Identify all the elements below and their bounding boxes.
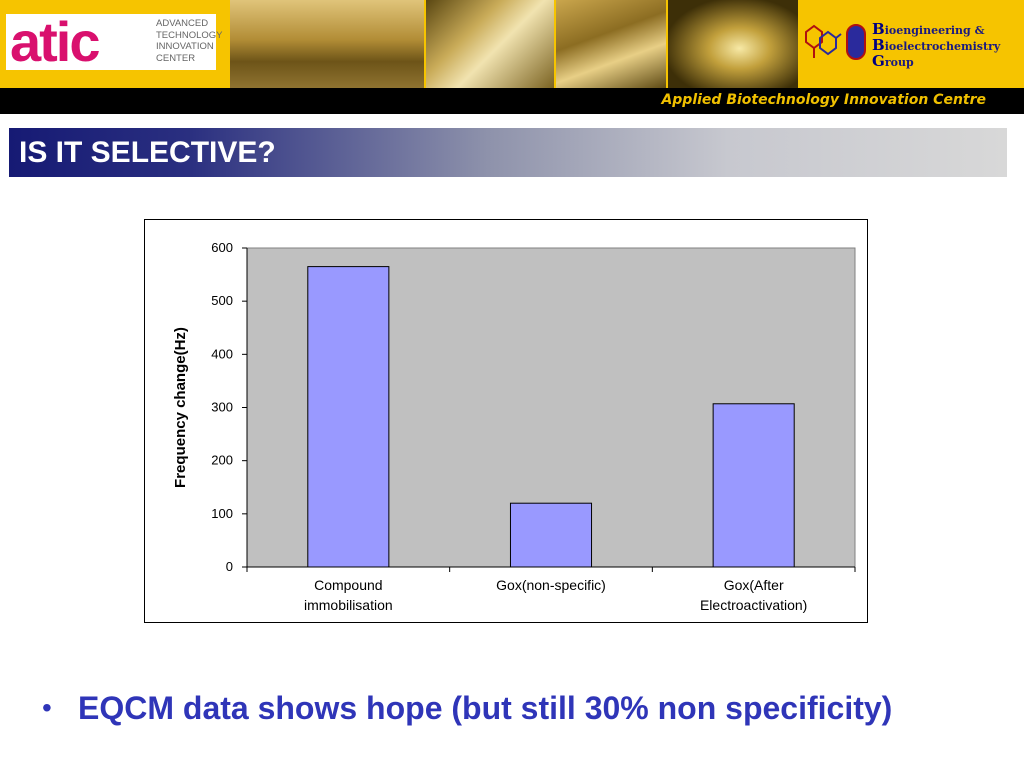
slide-title: IS IT SELECTIVE? (19, 136, 276, 169)
bullet-point: • EQCM data shows hope (but still 30% no… (36, 688, 1016, 732)
y-axis-label: Frequency change(Hz) (172, 327, 189, 488)
bar (712, 403, 795, 568)
x-tick-label: Compound (314, 577, 383, 593)
chart-frame: 0 100 200 300 400 500 600 Compound immobilisatio… (144, 219, 868, 623)
molecule-icon (805, 24, 842, 58)
group-logo-cap: B (872, 20, 885, 38)
y-tick-label: 500 (211, 293, 233, 308)
header-banner: atic ADVANCED TECHNOLOGY INNOVATION CENT… (0, 0, 1024, 88)
lab-equipment-photo (556, 0, 666, 88)
atic-logo-text: ADVANCED TECHNOLOGY INNOVATION CENTER (156, 18, 223, 64)
group-logo-suffix: & (970, 24, 985, 37)
slide-title-bar: IS IT SELECTIVE? (9, 128, 1007, 177)
centre-subtitle: Applied Biotechnology Innovation Centre (661, 92, 986, 108)
atic-logo-line: ADVANCED (156, 18, 209, 29)
building-photo (230, 0, 424, 88)
atic-logo-line: CENTER (156, 52, 196, 64)
bioengineering-group-logo: Bioengineering & Bioelectrochemistry Gro… (800, 22, 1024, 72)
header-photo-strip (230, 0, 798, 88)
bullet-text: EQCM data shows hope (but still 30% non … (78, 690, 893, 726)
y-tick-label: 100 (211, 506, 233, 521)
atic-wordmark: atic (10, 10, 100, 73)
atic-logo-line: INNOVATION (156, 41, 214, 52)
group-logo-word: ioengineering (884, 24, 971, 37)
x-tick-label: Electroactivation) (700, 597, 807, 613)
group-logo-cap: G (872, 52, 885, 70)
group-logo-cap: B (872, 36, 885, 54)
x-tick-label: Gox(After (724, 577, 784, 593)
atic-logo-line: TECHNOLOGY (156, 29, 223, 41)
group-logo-word: ioelectrochemistry (884, 40, 1001, 53)
subtitle-bar: Applied Biotechnology Innovation Centre (0, 88, 1024, 114)
bullet-icon: • (42, 692, 52, 723)
group-logo-word: roup (884, 56, 914, 69)
bar (307, 266, 390, 568)
x-tick-label: immobilisation (304, 597, 393, 613)
bar-chart: 0 100 200 300 400 500 600 Compound immobilisatio… (172, 240, 856, 613)
y-tick-label: 0 (226, 559, 233, 574)
y-tick-label: 200 (211, 453, 233, 468)
electrode-icon (846, 24, 866, 60)
atic-logo: atic ADVANCED TECHNOLOGY INNOVATION CENT… (6, 10, 223, 73)
x-tick-label: Gox(non-specific) (496, 577, 606, 593)
microscope-photo (668, 0, 798, 88)
y-tick-label: 300 (211, 400, 233, 415)
y-tick-label: 600 (211, 240, 233, 255)
researcher-photo (426, 0, 554, 88)
bar (509, 502, 593, 568)
y-tick-label: 400 (211, 346, 233, 361)
